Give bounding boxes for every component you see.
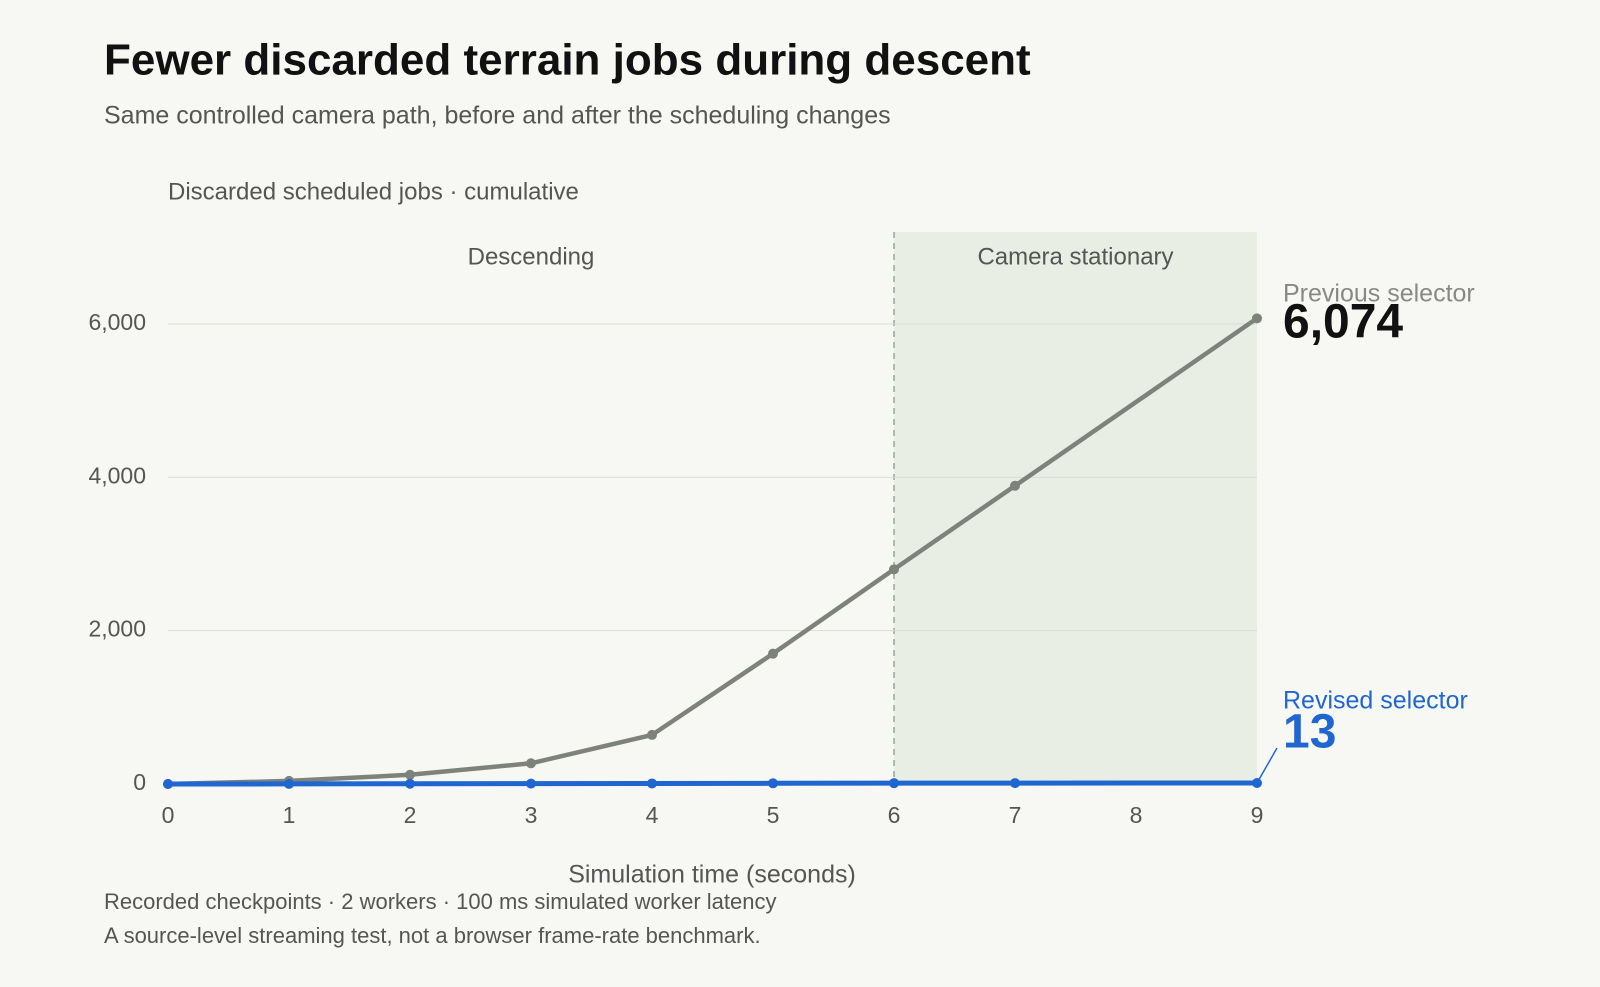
data-point <box>647 778 657 789</box>
x-tick-label: 6 <box>888 802 901 828</box>
data-point <box>526 778 536 789</box>
data-point <box>1010 778 1020 789</box>
x-tick-label: 7 <box>1009 802 1022 828</box>
value-label: 6,074 <box>1283 296 1403 349</box>
x-tick-label: 5 <box>767 802 780 828</box>
x-tick-label: 2 <box>404 802 417 828</box>
region-label: Descending <box>468 243 595 270</box>
x-tick-label: 9 <box>1251 802 1264 828</box>
data-point <box>768 778 778 789</box>
data-point <box>889 778 899 789</box>
x-tick-label: 1 <box>283 802 296 828</box>
series-line <box>167 780 1258 787</box>
chart-title: Fewer discarded terrain jobs during desc… <box>104 36 1031 85</box>
y-axis-label: Discarded scheduled jobs · cumulative <box>168 178 579 205</box>
data-point <box>163 779 173 789</box>
footnote: Recorded checkpoints · 2 workers · 100 m… <box>104 889 777 914</box>
region-shade <box>894 232 1257 784</box>
y-tick-label: 6,000 <box>88 309 146 335</box>
data-point <box>405 778 415 789</box>
footnote: A source-level streaming test, not a bro… <box>104 923 761 948</box>
region-label: Camera stationary <box>977 243 1173 270</box>
x-axis-label: Simulation time (seconds) <box>568 861 856 889</box>
y-tick-label: 0 <box>133 769 146 795</box>
data-point <box>647 729 657 740</box>
x-tick-label: 0 <box>162 802 175 828</box>
data-point <box>1010 480 1020 491</box>
data-point <box>405 769 415 780</box>
data-point <box>526 758 536 769</box>
series-label: Revised selector <box>1283 687 1468 715</box>
x-tick-label: 4 <box>646 802 659 828</box>
series-label: Previous selector <box>1283 280 1475 308</box>
data-point <box>284 778 294 789</box>
y-tick-label: 2,000 <box>88 616 146 642</box>
value-label: 13 <box>1283 706 1336 759</box>
data-point <box>889 564 899 575</box>
leader-line <box>1256 747 1278 784</box>
data-point <box>768 648 778 659</box>
data-point <box>1252 313 1262 324</box>
chart-subtitle: Same controlled camera path, before and … <box>104 102 891 130</box>
y-tick-label: 4,000 <box>88 462 146 488</box>
x-tick-label: 3 <box>525 802 538 828</box>
x-tick-label: 8 <box>1130 802 1143 828</box>
